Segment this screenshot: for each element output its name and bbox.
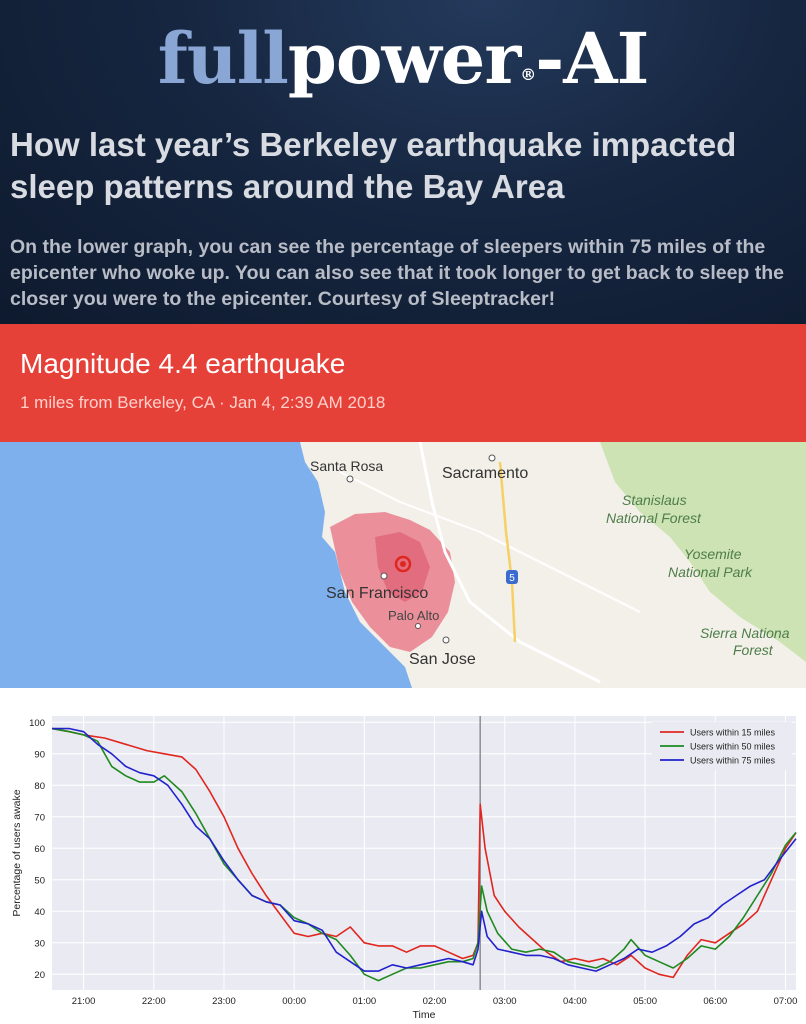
earthquake-subtitle: 1 miles from Berkeley, CA · Jan 4, 2:39 … (20, 393, 386, 412)
y-tick-label: 20 (34, 970, 45, 981)
x-tick-label: 03:00 (493, 996, 517, 1007)
y-tick-label: 90 (34, 749, 45, 760)
bay-area-map: 5 Santa Rosa Sacramento Stanislaus Natio… (0, 442, 806, 688)
description: On the lower graph, you can see the perc… (10, 236, 785, 310)
x-tick-label: 04:00 (563, 996, 587, 1007)
legend-label-3: Users within 75 miles (690, 756, 776, 766)
map-label-sacramento: Sacramento (442, 465, 528, 482)
x-tick-label: 22:00 (142, 996, 166, 1007)
legend-label-1: Users within 15 miles (690, 728, 776, 738)
header-banner: fullpower®-AI How last year’s Berkeley e… (0, 0, 806, 324)
map-label-yosemite: Yosemite (684, 546, 742, 562)
fullpower-logo: fullpower®-AI (157, 17, 650, 100)
x-tick-label: 21:00 (72, 996, 96, 1007)
y-tick-label: 70 (34, 812, 45, 823)
y-tick-label: 60 (34, 844, 45, 855)
legend-label-2: Users within 50 miles (690, 742, 776, 752)
series-line-3 (52, 727, 797, 972)
x-tick-label: 02:00 (423, 996, 447, 1007)
x-tick-label: 06:00 (703, 996, 727, 1007)
x-tick-label: 05:00 (633, 996, 657, 1007)
x-tick-label: 07:00 (774, 996, 798, 1007)
series-line-1 (51, 727, 797, 979)
earthquake-banner (0, 324, 806, 442)
headline: How last year’s Berkeley earthquake impa… (10, 126, 737, 205)
map-label-sierra: Sierra Nationa (700, 625, 790, 641)
series-line-2 (51, 727, 797, 982)
x-axis-label: Time (413, 1009, 436, 1021)
map-label-santa-rosa: Santa Rosa (310, 458, 383, 474)
map-label-stanislaus: Stanislaus (622, 492, 687, 508)
map-label-national-forest: National Forest (606, 510, 702, 526)
y-tick-labels: 20 30 40 50 60 70 80 90 100 (29, 718, 45, 981)
map-label-forest: Forest (733, 642, 774, 658)
y-tick-label: 40 (34, 907, 45, 918)
y-tick-label: 80 (34, 781, 45, 792)
highway-5-label: 5 (509, 573, 515, 584)
awake-percentage-chart: 21:00 22:00 23:00 00:00 01:00 02:00 03:00 04:00… (0, 688, 806, 1024)
map-label-palo-alto: Palo Alto (388, 608, 439, 623)
y-tick-label: 30 (34, 938, 45, 949)
map-label-san-francisco: San Francisco (326, 585, 428, 602)
x-tick-label: 01:00 (352, 996, 376, 1007)
earthquake-title: Magnitude 4.4 earthquake (20, 348, 346, 379)
map-label-san-jose: San Jose (409, 651, 476, 668)
x-tick-label: 23:00 (212, 996, 236, 1007)
y-axis-label: Percentage of users awake (11, 789, 23, 916)
x-tick-label: 00:00 (282, 996, 306, 1007)
y-tick-label: 50 (34, 875, 45, 886)
map-label-national-park: National Park (668, 564, 753, 580)
y-tick-label: 100 (29, 718, 45, 729)
chart-legend: Users within 15 miles Users within 50 mil… (652, 722, 792, 770)
series-lines (51, 727, 797, 982)
x-tick-labels: 21:00 22:00 23:00 00:00 01:00 02:00 03:00 04:00… (72, 996, 798, 1007)
